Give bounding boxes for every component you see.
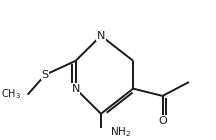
Text: S: S	[42, 70, 49, 80]
Text: N: N	[71, 84, 80, 94]
Text: CH$_3$: CH$_3$	[1, 88, 21, 102]
Text: N: N	[97, 31, 105, 41]
Text: O: O	[158, 116, 167, 126]
Text: NH$_2$: NH$_2$	[110, 125, 131, 139]
